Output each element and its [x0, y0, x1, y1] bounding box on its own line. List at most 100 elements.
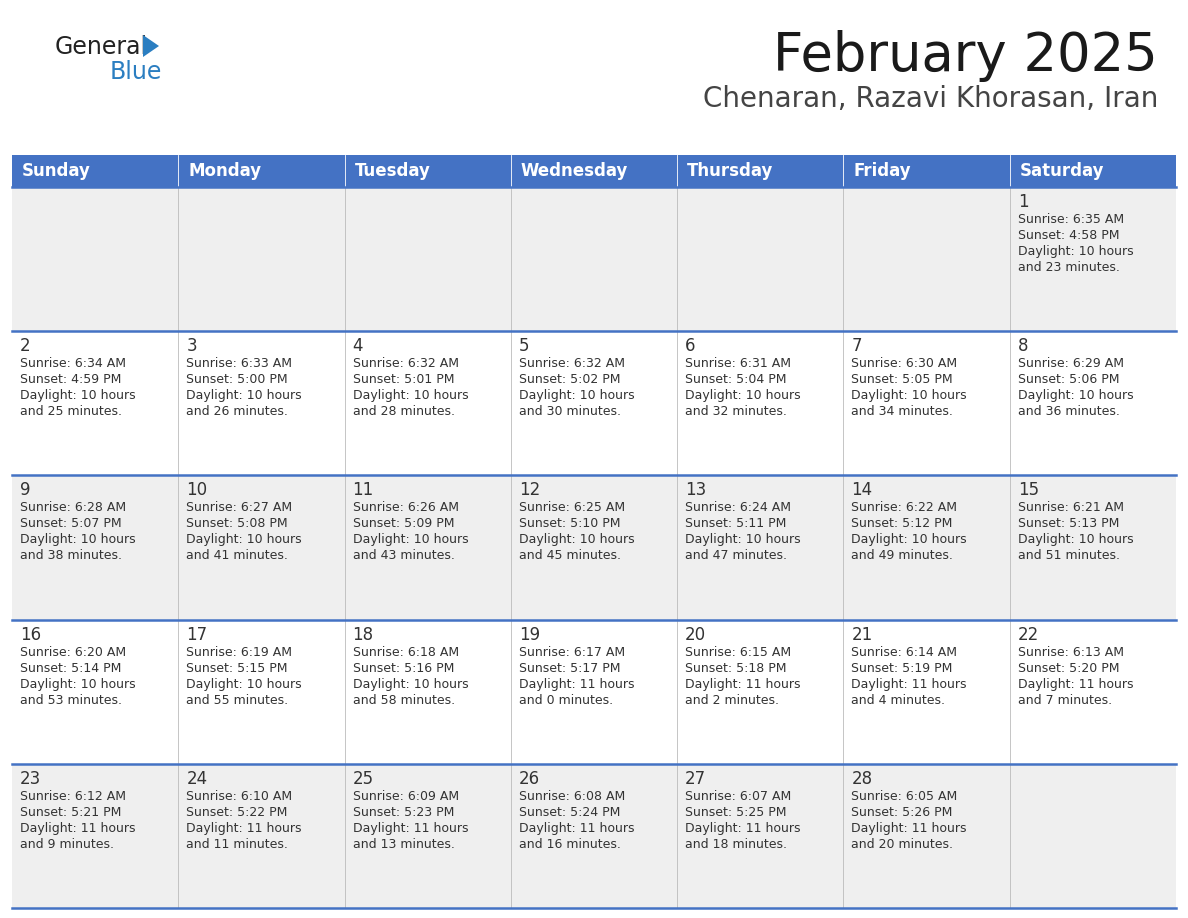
Bar: [511, 331, 677, 476]
Text: Daylight: 10 hours: Daylight: 10 hours: [20, 677, 135, 690]
Bar: [677, 620, 843, 764]
Text: 19: 19: [519, 625, 541, 644]
Text: and 45 minutes.: and 45 minutes.: [519, 549, 621, 563]
Text: Sunrise: 6:26 AM: Sunrise: 6:26 AM: [353, 501, 459, 514]
Text: Sunday: Sunday: [21, 162, 90, 180]
Bar: [345, 187, 511, 331]
Text: 13: 13: [685, 481, 707, 499]
Text: and 13 minutes.: and 13 minutes.: [353, 838, 455, 851]
Bar: [843, 331, 1010, 476]
Text: Saturday: Saturday: [1019, 162, 1104, 180]
Bar: [1010, 476, 1176, 620]
Text: Sunset: 5:00 PM: Sunset: 5:00 PM: [187, 374, 287, 386]
Text: Sunrise: 6:05 AM: Sunrise: 6:05 AM: [852, 789, 958, 803]
Bar: [12, 155, 178, 187]
Bar: [1010, 764, 1176, 908]
Text: 17: 17: [187, 625, 208, 644]
Text: Sunrise: 6:12 AM: Sunrise: 6:12 AM: [20, 789, 126, 803]
Bar: [677, 764, 843, 908]
Text: Sunrise: 6:28 AM: Sunrise: 6:28 AM: [20, 501, 126, 514]
Text: 25: 25: [353, 770, 374, 788]
Text: Sunrise: 6:22 AM: Sunrise: 6:22 AM: [852, 501, 958, 514]
Polygon shape: [143, 35, 159, 57]
Text: and 23 minutes.: and 23 minutes.: [1018, 261, 1119, 274]
Text: Sunrise: 6:14 AM: Sunrise: 6:14 AM: [852, 645, 958, 658]
Text: Sunset: 5:04 PM: Sunset: 5:04 PM: [685, 374, 786, 386]
Text: Daylight: 10 hours: Daylight: 10 hours: [187, 533, 302, 546]
Bar: [178, 331, 345, 476]
Text: 2: 2: [20, 337, 31, 355]
Bar: [345, 764, 511, 908]
Text: and 53 minutes.: and 53 minutes.: [20, 694, 122, 707]
Text: 8: 8: [1018, 337, 1029, 355]
Text: February 2025: February 2025: [773, 30, 1158, 82]
Bar: [345, 331, 511, 476]
Text: Daylight: 11 hours: Daylight: 11 hours: [519, 677, 634, 690]
Text: Sunrise: 6:31 AM: Sunrise: 6:31 AM: [685, 357, 791, 370]
Text: Sunset: 5:14 PM: Sunset: 5:14 PM: [20, 662, 121, 675]
Bar: [511, 187, 677, 331]
Text: 3: 3: [187, 337, 197, 355]
Text: Daylight: 11 hours: Daylight: 11 hours: [1018, 677, 1133, 690]
Text: 18: 18: [353, 625, 374, 644]
Text: and 36 minutes.: and 36 minutes.: [1018, 405, 1119, 419]
Text: 21: 21: [852, 625, 873, 644]
Bar: [843, 476, 1010, 620]
Text: and 51 minutes.: and 51 minutes.: [1018, 549, 1120, 563]
Text: Sunset: 5:25 PM: Sunset: 5:25 PM: [685, 806, 786, 819]
Text: Sunrise: 6:21 AM: Sunrise: 6:21 AM: [1018, 501, 1124, 514]
Text: 4: 4: [353, 337, 364, 355]
Bar: [843, 187, 1010, 331]
Text: and 34 minutes.: and 34 minutes.: [852, 405, 953, 419]
Text: 10: 10: [187, 481, 208, 499]
Text: Sunset: 5:20 PM: Sunset: 5:20 PM: [1018, 662, 1119, 675]
Text: Daylight: 10 hours: Daylight: 10 hours: [1018, 245, 1133, 258]
Text: Sunset: 5:26 PM: Sunset: 5:26 PM: [852, 806, 953, 819]
Text: 5: 5: [519, 337, 530, 355]
Text: Sunset: 5:07 PM: Sunset: 5:07 PM: [20, 518, 121, 531]
Text: Sunset: 5:22 PM: Sunset: 5:22 PM: [187, 806, 287, 819]
Bar: [843, 620, 1010, 764]
Text: Daylight: 10 hours: Daylight: 10 hours: [519, 533, 634, 546]
Text: Daylight: 10 hours: Daylight: 10 hours: [353, 677, 468, 690]
Text: Daylight: 11 hours: Daylight: 11 hours: [685, 677, 801, 690]
Text: Sunset: 5:21 PM: Sunset: 5:21 PM: [20, 806, 121, 819]
Text: Sunset: 5:10 PM: Sunset: 5:10 PM: [519, 518, 620, 531]
Text: Sunrise: 6:27 AM: Sunrise: 6:27 AM: [187, 501, 292, 514]
Text: Sunset: 5:24 PM: Sunset: 5:24 PM: [519, 806, 620, 819]
Text: Daylight: 10 hours: Daylight: 10 hours: [353, 389, 468, 402]
Text: Sunset: 5:08 PM: Sunset: 5:08 PM: [187, 518, 287, 531]
Text: and 43 minutes.: and 43 minutes.: [353, 549, 455, 563]
Text: Daylight: 10 hours: Daylight: 10 hours: [685, 389, 801, 402]
Text: Sunrise: 6:10 AM: Sunrise: 6:10 AM: [187, 789, 292, 803]
Text: and 0 minutes.: and 0 minutes.: [519, 694, 613, 707]
Text: Wednesday: Wednesday: [520, 162, 628, 180]
Text: and 30 minutes.: and 30 minutes.: [519, 405, 621, 419]
Text: Sunset: 5:01 PM: Sunset: 5:01 PM: [353, 374, 454, 386]
Bar: [12, 620, 178, 764]
Text: and 26 minutes.: and 26 minutes.: [187, 405, 289, 419]
Text: Daylight: 10 hours: Daylight: 10 hours: [187, 677, 302, 690]
Text: and 2 minutes.: and 2 minutes.: [685, 694, 779, 707]
Bar: [677, 155, 843, 187]
Text: Daylight: 11 hours: Daylight: 11 hours: [852, 677, 967, 690]
Text: 1: 1: [1018, 193, 1029, 211]
Bar: [677, 331, 843, 476]
Text: Daylight: 11 hours: Daylight: 11 hours: [685, 822, 801, 834]
Text: and 49 minutes.: and 49 minutes.: [852, 549, 953, 563]
Text: 9: 9: [20, 481, 31, 499]
Bar: [843, 764, 1010, 908]
Text: Sunrise: 6:08 AM: Sunrise: 6:08 AM: [519, 789, 625, 803]
Text: and 20 minutes.: and 20 minutes.: [852, 838, 954, 851]
Text: Sunset: 5:12 PM: Sunset: 5:12 PM: [852, 518, 953, 531]
Text: Sunset: 5:17 PM: Sunset: 5:17 PM: [519, 662, 620, 675]
Text: Sunrise: 6:24 AM: Sunrise: 6:24 AM: [685, 501, 791, 514]
Text: 24: 24: [187, 770, 208, 788]
Text: 6: 6: [685, 337, 696, 355]
Bar: [677, 187, 843, 331]
Bar: [1010, 331, 1176, 476]
Text: Daylight: 10 hours: Daylight: 10 hours: [20, 533, 135, 546]
Text: Daylight: 11 hours: Daylight: 11 hours: [852, 822, 967, 834]
Text: Friday: Friday: [853, 162, 911, 180]
Text: and 18 minutes.: and 18 minutes.: [685, 838, 788, 851]
